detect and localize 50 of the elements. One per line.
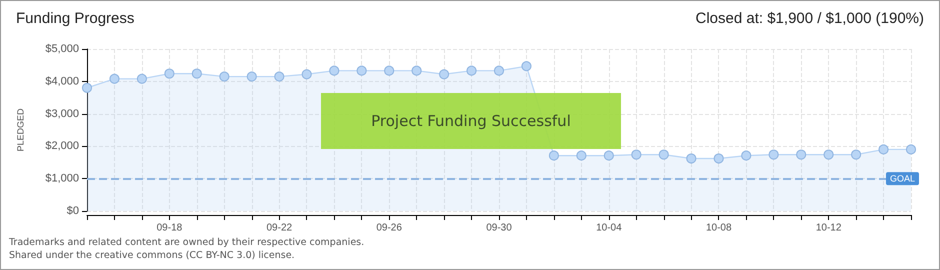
x-tick-label: 09-30 [486,222,512,234]
point [466,66,477,76]
ref-line-label: GOAL [890,174,915,184]
x-tick-label: 09-22 [266,222,292,234]
point [192,68,202,79]
chart-title: Funding Progress [16,10,134,27]
point [686,154,696,164]
x-tick-label: 09-18 [156,222,183,234]
point [906,144,916,154]
point [136,74,147,84]
y-tick-label: $2,000 [45,140,79,152]
point [521,61,532,72]
point [246,72,257,82]
point [741,150,752,161]
point [631,150,642,160]
y-axis-title: PLEDGED [16,108,26,152]
point [109,74,120,84]
point [576,150,586,161]
x-tick-label: 10-04 [596,222,622,234]
point [768,150,779,160]
x-tick-label: 10-12 [816,222,842,234]
text: Trademarks and related content are owned by their respective companies. [9,236,364,249]
x-tick-label: 09-26 [376,222,402,234]
point [329,66,340,76]
point [796,150,806,160]
point [548,150,559,161]
y-tick-label: $4,000 [45,75,79,88]
point [219,72,230,82]
point [604,150,614,161]
point [714,154,724,164]
point [82,82,92,93]
x-tick-label: 10-08 [706,222,732,234]
point [412,66,422,76]
y-tick-label: $1,000 [45,172,79,185]
point [164,68,174,79]
point [658,150,669,160]
point [274,72,284,82]
y-tick-label: $5,000 [45,43,79,55]
text: Shared under the creative commons (CC BY-NC 3.0) license. [9,249,296,262]
y-tick-label: $0 [66,205,79,217]
point [494,66,504,76]
point [384,66,394,76]
point [824,150,834,160]
chart-subtitle: Closed at: $1,900 / $1,000 (190%) [696,10,924,27]
point [878,144,889,154]
point [356,66,367,76]
point [439,69,450,80]
point [302,69,312,80]
y-tick-label: $3,000 [45,108,79,120]
point [851,150,862,160]
